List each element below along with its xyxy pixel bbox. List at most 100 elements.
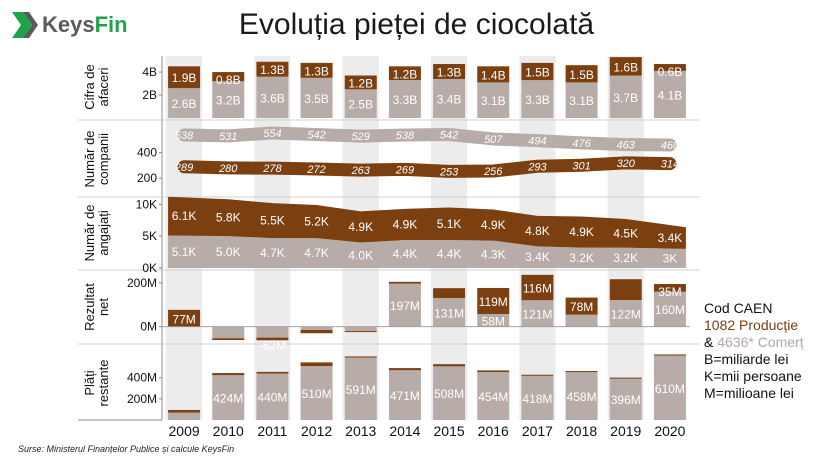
brand-name: KeysFin	[42, 12, 128, 37]
x-tick-label: 2013	[345, 423, 376, 439]
bar-comert	[433, 298, 466, 327]
data-label-comert: 3.1B	[481, 94, 506, 108]
bar-productie	[212, 373, 245, 376]
y-tick-label: 400	[137, 146, 157, 160]
data-label-productie: 1.5B	[569, 68, 594, 82]
data-label-comert: 160M	[655, 303, 685, 317]
bar-comert	[521, 80, 554, 118]
data-label-productie: 0.6B	[658, 65, 683, 79]
data-label-productie: 1.6B	[613, 60, 638, 74]
y-tick-label: 10K	[136, 197, 157, 211]
bar-productie	[521, 274, 554, 301]
bar-comert	[344, 326, 377, 332]
y-axis-label: Plăți	[82, 370, 97, 395]
data-label-comert: 3.7B	[613, 91, 638, 105]
data-label-comert: 3.6B	[260, 91, 285, 105]
data-label-productie: 1.2B	[348, 77, 373, 91]
bar-productie	[256, 371, 289, 374]
bar-comert	[300, 77, 333, 118]
data-label-comert: 463	[617, 140, 636, 152]
legend-heading: Cod CAEN	[704, 300, 773, 316]
data-label-productie: 272	[306, 164, 325, 176]
y-tick-label: 4B	[142, 65, 157, 79]
data-label-productie: 278	[262, 163, 282, 175]
area-productie	[168, 196, 686, 249]
data-label-productie: 5.2K	[304, 215, 329, 229]
chart-title: Evoluția pieței de ciocolată	[238, 8, 595, 41]
bar-comert	[433, 78, 466, 118]
bar-productie	[300, 362, 333, 367]
data-label-comert: 418M	[522, 392, 552, 406]
y-axis-label: Rezultat	[82, 283, 97, 331]
data-label-comert: 4.7K	[304, 246, 329, 260]
data-label-comert: 542	[440, 130, 458, 142]
data-label-comert: 508M	[434, 387, 464, 401]
bar-productie	[388, 281, 421, 284]
bar-productie	[653, 354, 686, 356]
data-label-comert: 458M	[567, 390, 597, 404]
data-label-comert: 538	[396, 130, 415, 142]
data-label-comert: 494	[528, 136, 546, 148]
data-label-comert: 554	[263, 128, 281, 140]
y-axis-label: afaceri	[96, 67, 111, 106]
data-label-productie: 35M	[658, 285, 681, 299]
data-label-comert: 471M	[390, 389, 420, 403]
bar-productie	[344, 331, 377, 333]
bar-productie	[433, 364, 466, 367]
bar-productie	[168, 309, 201, 327]
data-label-productie: 6.1K	[172, 209, 197, 223]
bar-comert	[565, 371, 598, 420]
y-axis-label: Număr de	[82, 130, 97, 187]
bar-comert	[256, 326, 289, 338]
data-label-comert: 538	[175, 130, 194, 142]
data-label-productie: 263	[351, 165, 371, 177]
data-label-comert: 2.6B	[172, 97, 197, 111]
x-tick-label: 2010	[213, 423, 244, 439]
bar-comert	[212, 375, 245, 420]
bar-comert	[565, 82, 598, 118]
data-label-productie: 5.5K	[260, 214, 285, 228]
y-axis-label: angajați	[96, 210, 111, 256]
data-label-comert: 197M	[390, 299, 420, 313]
bar-comert	[609, 300, 642, 327]
y-tick-label: 400M	[127, 371, 157, 385]
y-tick-label: 200	[137, 171, 157, 185]
legend-b: B=miliarde lei	[704, 351, 789, 367]
data-label-comert: 476	[572, 138, 591, 150]
bar-productie	[344, 75, 377, 90]
y-axis-label: restante	[96, 360, 111, 407]
bar-productie	[609, 279, 642, 300]
bar-comert	[521, 300, 554, 327]
bar-comert	[168, 88, 201, 118]
bar-productie	[212, 338, 245, 341]
bar-comert	[344, 89, 377, 118]
data-label-comert: 591M	[346, 383, 376, 397]
legend-comert: 4636* Comerț	[717, 334, 804, 350]
x-tick-label: 2015	[434, 423, 465, 439]
x-tick-label: 2009	[169, 423, 200, 439]
data-label-comert: 3.5B	[304, 92, 329, 106]
data-label-productie: 1.3B	[437, 66, 462, 80]
legend-amp: &	[704, 334, 718, 350]
y-tick-label: 5K	[142, 229, 157, 243]
bar-comert	[653, 355, 686, 420]
data-label-comert: 4.3K	[481, 247, 506, 261]
data-label-productie: 1.5B	[525, 66, 550, 80]
data-label-comert: 529	[352, 131, 370, 143]
x-tick-label: 2014	[389, 423, 420, 439]
data-label-comert: 531	[219, 131, 237, 143]
data-label-comert: 510M	[302, 387, 332, 401]
data-label-comert: 122M	[611, 307, 641, 321]
x-tick-label: 2020	[654, 423, 685, 439]
chart: 2009 2010 2011 2012 2013 2014 2015 2016 2017 2018…	[78, 56, 700, 439]
bar-productie	[521, 374, 554, 376]
y-tick-label: 0K	[142, 261, 157, 275]
data-label-productie: 119M	[479, 295, 508, 309]
bar-productie	[477, 66, 510, 83]
data-label-productie: 253	[439, 166, 459, 178]
data-label-productie: 116M	[523, 282, 552, 296]
data-label-productie: 4.9K	[348, 220, 373, 234]
y-axis-label: companii	[96, 133, 111, 185]
legend: Cod CAEN 1082 Producție & 4636* Comerț B…	[704, 300, 804, 402]
data-label-comert: 3K	[663, 251, 678, 265]
